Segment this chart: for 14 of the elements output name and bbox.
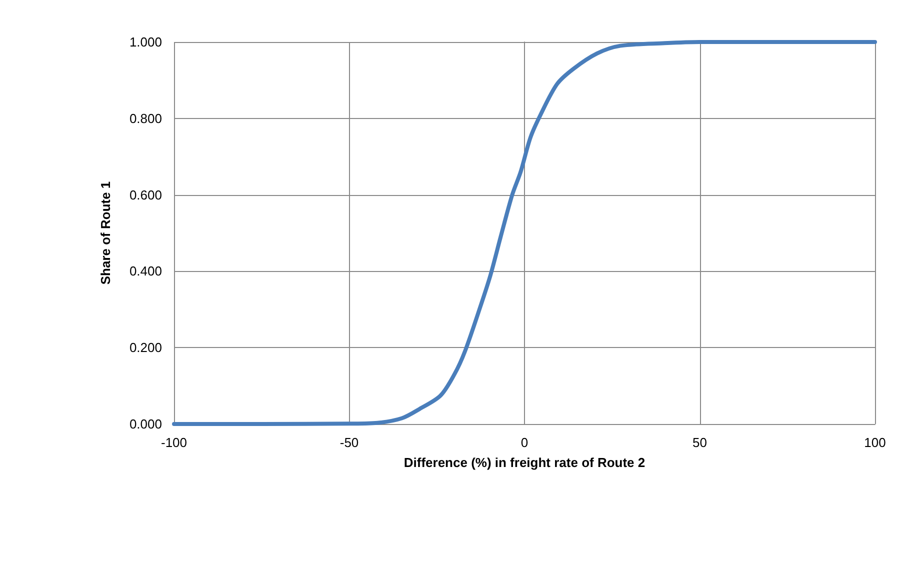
y-tick-label: 0.600 bbox=[129, 187, 162, 202]
x-tick-label: -100 bbox=[160, 435, 188, 450]
y-tick-label: 0.200 bbox=[129, 340, 162, 356]
x-tick-label: 50 bbox=[692, 435, 707, 450]
x-tick-label: -50 bbox=[340, 435, 359, 450]
y-tick-label: 0.800 bbox=[129, 110, 162, 126]
x-axis-title: Difference (%) in freight rate of Route 2 bbox=[404, 455, 646, 470]
x-tick-label: 0 bbox=[520, 435, 528, 450]
y-axis-title: Share of Route 1 bbox=[98, 181, 113, 285]
line-series bbox=[172, 40, 877, 426]
y-tick-label: 0.400 bbox=[129, 264, 162, 279]
y-tick-label: 1.000 bbox=[129, 34, 162, 50]
x-tick-label: 100 bbox=[864, 435, 886, 450]
y-tick-label: 0.000 bbox=[129, 416, 162, 432]
